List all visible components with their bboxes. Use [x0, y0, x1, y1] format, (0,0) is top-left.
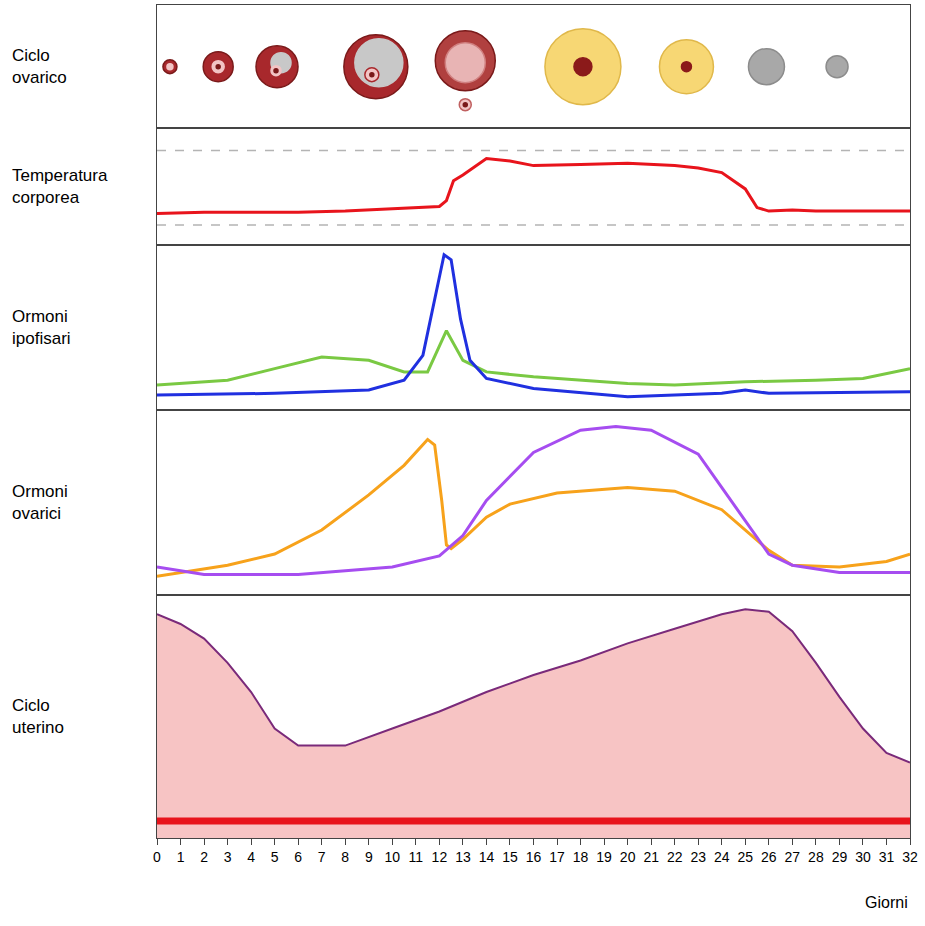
svg-text:19: 19: [596, 849, 612, 865]
svg-text:23: 23: [690, 849, 706, 865]
svg-text:18: 18: [573, 849, 589, 865]
svg-text:16: 16: [526, 849, 542, 865]
svg-text:32: 32: [902, 849, 918, 865]
svg-text:13: 13: [455, 849, 471, 865]
svg-text:30: 30: [855, 849, 871, 865]
svg-text:4: 4: [247, 849, 255, 865]
svg-text:Temperaturacorporea: Temperaturacorporea: [12, 166, 108, 207]
svg-text:Giorni: Giorni: [865, 894, 908, 911]
svg-text:25: 25: [737, 849, 753, 865]
svg-text:29: 29: [832, 849, 848, 865]
svg-text:31: 31: [879, 849, 895, 865]
svg-text:27: 27: [785, 849, 801, 865]
svg-text:Ormoniovarici: Ormoniovarici: [12, 482, 68, 523]
svg-text:0: 0: [153, 849, 161, 865]
svg-text:3: 3: [224, 849, 232, 865]
svg-text:1: 1: [177, 849, 185, 865]
svg-text:11: 11: [409, 849, 424, 865]
svg-text:14: 14: [479, 849, 495, 865]
svg-text:2: 2: [200, 849, 208, 865]
svg-text:26: 26: [761, 849, 777, 865]
svg-text:7: 7: [318, 849, 326, 865]
svg-text:28: 28: [808, 849, 824, 865]
svg-text:Ormoniipofisari: Ormoniipofisari: [12, 307, 71, 348]
svg-text:6: 6: [294, 849, 302, 865]
svg-text:20: 20: [620, 849, 636, 865]
svg-text:17: 17: [549, 849, 565, 865]
svg-text:5: 5: [271, 849, 279, 865]
svg-text:21: 21: [643, 849, 659, 865]
svg-text:8: 8: [341, 849, 349, 865]
svg-text:9: 9: [365, 849, 373, 865]
svg-text:12: 12: [432, 849, 448, 865]
svg-text:Cicloovarico: Cicloovarico: [12, 46, 67, 87]
svg-text:15: 15: [502, 849, 518, 865]
svg-text:22: 22: [667, 849, 683, 865]
svg-text:Ciclouterino: Ciclouterino: [12, 696, 64, 737]
svg-text:10: 10: [385, 849, 401, 865]
svg-text:24: 24: [714, 849, 730, 865]
